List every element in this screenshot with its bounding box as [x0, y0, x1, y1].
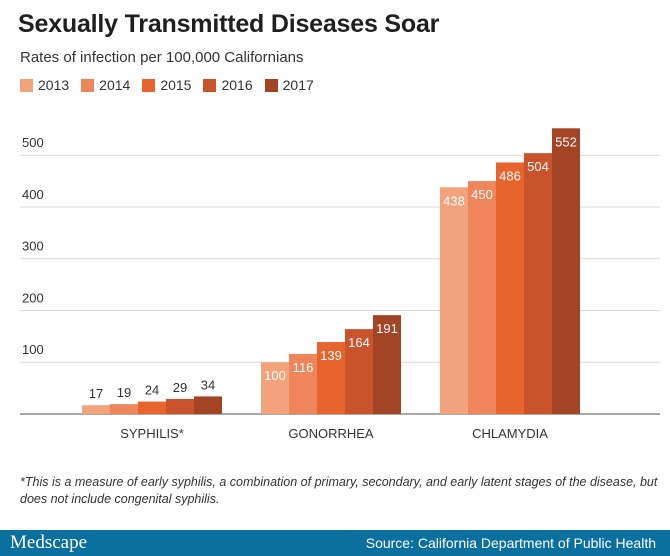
- legend-swatch: [142, 78, 156, 92]
- data-label: 29: [173, 380, 187, 395]
- legend-label: 2016: [221, 77, 253, 93]
- legend-label: 2015: [160, 77, 192, 93]
- y-tick-label: 300: [22, 239, 44, 254]
- y-tick-label: 200: [22, 290, 44, 305]
- data-label: 450: [471, 187, 493, 202]
- bar-gonorrhea-2014: [289, 353, 317, 414]
- legend-swatch: [264, 78, 278, 92]
- bar-syphilis-2015: [138, 401, 166, 414]
- y-tick-label: 100: [22, 342, 44, 357]
- bar-syphilis-2016: [166, 398, 194, 414]
- bar-chlamydia-2013: [440, 187, 468, 414]
- bar-syphilis-2014: [110, 404, 138, 414]
- data-label: 139: [320, 348, 342, 363]
- bar-chart: 100 200 300 400 500 17 19 24 29 34 SYPHILIS* 100 116…: [20, 128, 660, 441]
- bar-chlamydia-2016: [524, 153, 552, 415]
- legend-item-2015: 2015: [142, 77, 191, 93]
- data-label: 164: [348, 335, 370, 350]
- x-category-label: GONORRHEA: [288, 426, 374, 441]
- x-category-label: SYPHILIS*: [120, 426, 184, 441]
- legend-label: 2013: [38, 77, 70, 93]
- x-category-label: CHLAMYDIA: [472, 426, 548, 441]
- bar-gonorrhea-2013: [261, 362, 289, 414]
- data-label: 504: [527, 159, 549, 174]
- data-label: 438: [443, 193, 465, 208]
- chart-subtitle: Rates of infection per 100,000 Californi…: [20, 49, 304, 66]
- data-label: 116: [293, 360, 314, 375]
- data-label: 552: [555, 134, 577, 149]
- y-tick-label: 500: [22, 135, 44, 150]
- legend: 2013 2014 2015 2016 2017: [20, 77, 314, 93]
- legend-item-2016: 2016: [203, 77, 253, 93]
- bar-gonorrhea-2015: [317, 342, 345, 414]
- bar-syphilis-2017: [194, 396, 222, 414]
- bar-gonorrhea-2017: [373, 315, 401, 414]
- data-label: 100: [264, 368, 286, 383]
- legend-item-2017: 2017: [264, 77, 314, 93]
- bar-gonorrhea-2016: [345, 329, 373, 414]
- data-label: 486: [499, 168, 521, 183]
- legend-swatch: [81, 78, 95, 92]
- source-credit: Source: California Department of Public …: [365, 535, 656, 551]
- y-tick-label: 400: [22, 187, 44, 202]
- data-label: 19: [117, 385, 131, 400]
- bar-chlamydia-2017: [552, 128, 580, 415]
- data-label: 24: [145, 383, 159, 398]
- data-label: 191: [376, 321, 398, 336]
- bar-chlamydia-2015: [496, 162, 524, 414]
- legend-swatch: [20, 78, 33, 92]
- bar-chlamydia-2014: [468, 181, 496, 414]
- legend-swatch: [203, 78, 217, 92]
- legend-label: 2017: [282, 77, 314, 93]
- footnote: *This is a measure of early syphilis, a …: [20, 475, 658, 506]
- legend-item-2014: 2014: [81, 77, 130, 93]
- data-label: 34: [201, 377, 215, 392]
- legend-item-2013: 2013: [20, 77, 69, 93]
- chart-title: Sexually Transmitted Diseases Soar: [18, 10, 440, 38]
- footer-bar: Medscape Source: California Department o…: [0, 530, 670, 556]
- bar-syphilis-2013: [82, 405, 110, 414]
- data-label: 17: [89, 386, 103, 401]
- medscape-logo: Medscape: [10, 532, 88, 553]
- legend-label: 2014: [99, 77, 131, 93]
